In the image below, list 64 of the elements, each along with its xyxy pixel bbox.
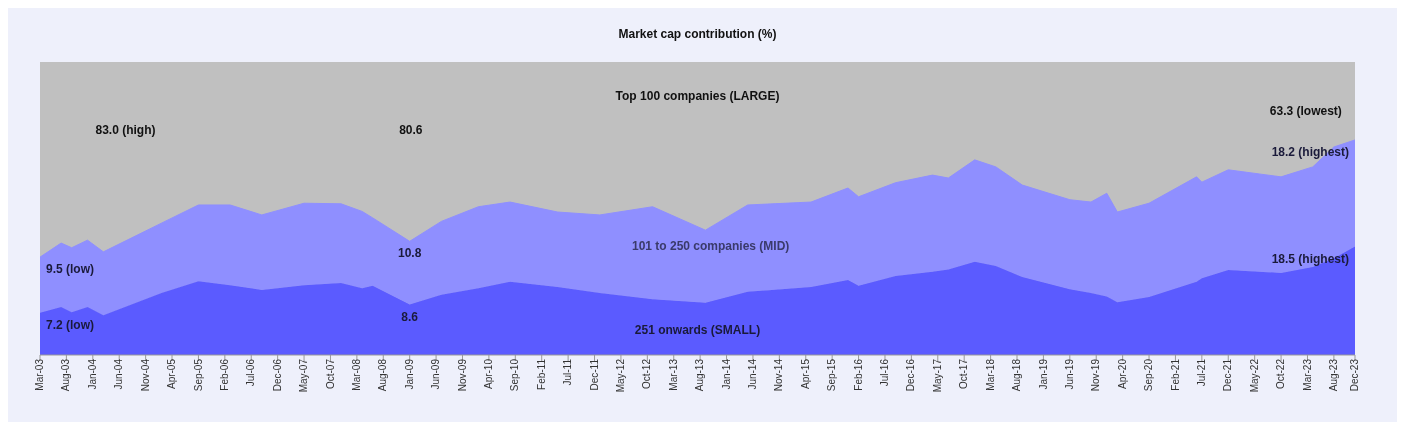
data-label: 7.2 (low): [46, 317, 95, 332]
x-tick-label: Nov-19: [1090, 358, 1102, 392]
x-tick-label: Jun-04: [113, 358, 125, 390]
x-tick-label: Nov-09: [456, 358, 468, 392]
x-tick-label: May-07: [298, 358, 310, 393]
x-tick-label: Jan-19: [1037, 358, 1049, 390]
data-label: 18.2 (highest): [1271, 144, 1349, 159]
x-tick-label: Oct-22: [1275, 358, 1287, 390]
x-tick-label: Dec-16: [905, 358, 917, 392]
x-tick-label: Jun-19: [1063, 358, 1075, 390]
x-tick-label: Apr-15: [799, 358, 811, 390]
x-tick-label: Dec-23: [1349, 358, 1361, 392]
x-tick-label: Mar-03: [34, 358, 46, 391]
annotation: 63.3 (lowest): [1269, 103, 1342, 118]
x-tick-label: Aug-18: [1011, 358, 1023, 392]
annotation: Top 100 companies (LARGE): [615, 89, 780, 104]
x-tick-label: May-12: [615, 358, 627, 393]
x-tick-label: Mar-13: [667, 358, 679, 391]
x-tick-label: Jul-06: [245, 358, 257, 387]
x-tick-label: Aug-03: [60, 358, 72, 392]
x-tick-label: Jul-21: [1195, 358, 1207, 387]
x-tick-label: Dec-21: [1222, 358, 1234, 392]
data-label: 18.5 (highest): [1271, 251, 1349, 266]
x-tick-label: Apr-20: [1116, 358, 1128, 390]
x-tick-label: Aug-08: [377, 358, 389, 392]
chart-title: Market cap contribution (%): [618, 27, 777, 41]
x-tick-label: Nov-04: [139, 358, 151, 392]
x-tick-label: Dec-06: [271, 358, 283, 392]
x-tick-label: Oct-07: [324, 358, 336, 390]
x-tick-label: Jan-04: [86, 358, 98, 390]
x-tick-label: Apr-05: [166, 358, 178, 390]
x-tick-label: Sep-10: [509, 358, 521, 392]
series-label: 101 to 250 companies (MID): [631, 238, 790, 253]
x-tick-label: Jul-11: [562, 358, 574, 386]
x-tick-label: Aug-23: [1327, 358, 1339, 392]
x-tick-label: Jan-14: [720, 358, 732, 390]
x-tick-label: Mar-08: [350, 358, 362, 391]
x-tick-label: May-22: [1248, 358, 1260, 393]
x-tick-label: Feb-11: [535, 358, 547, 390]
x-tick-label: Feb-16: [852, 358, 864, 391]
x-tick-label: Sep-15: [826, 358, 838, 392]
x-tick-label: Mar-23: [1301, 358, 1313, 391]
x-tick-label: Apr-10: [483, 358, 494, 390]
x-tick-label: Jun-14: [747, 358, 759, 390]
x-tick-label: Feb-06: [218, 358, 230, 391]
x-tick-label: Sep-20: [1143, 358, 1155, 392]
annotation: 80.6: [399, 122, 423, 137]
x-tick-label: Jun-09: [430, 358, 442, 390]
data-label: 9.5 (low): [46, 262, 95, 277]
data-label: 8.6: [401, 309, 419, 324]
x-tick-label: Oct-17: [958, 358, 970, 390]
x-tick-label: Sep-05: [192, 358, 204, 392]
series-label: 251 onwards (SMALL): [634, 323, 761, 338]
x-tick-label: Oct-12: [641, 358, 653, 390]
x-tick-label: Dec-11: [588, 358, 600, 391]
annotation: 83.0 (high): [95, 122, 156, 137]
x-tick-label: Jul-16: [879, 358, 891, 387]
x-tick-label: Mar-18: [984, 358, 996, 391]
x-tick-label: Aug-13: [694, 358, 706, 392]
data-label: 10.8: [398, 246, 422, 261]
x-tick-label: Nov-14: [773, 358, 785, 392]
x-tick-label: Jan-09: [403, 358, 415, 390]
x-tick-label: May-17: [931, 358, 943, 393]
x-tick-label: Feb-21: [1169, 358, 1181, 391]
